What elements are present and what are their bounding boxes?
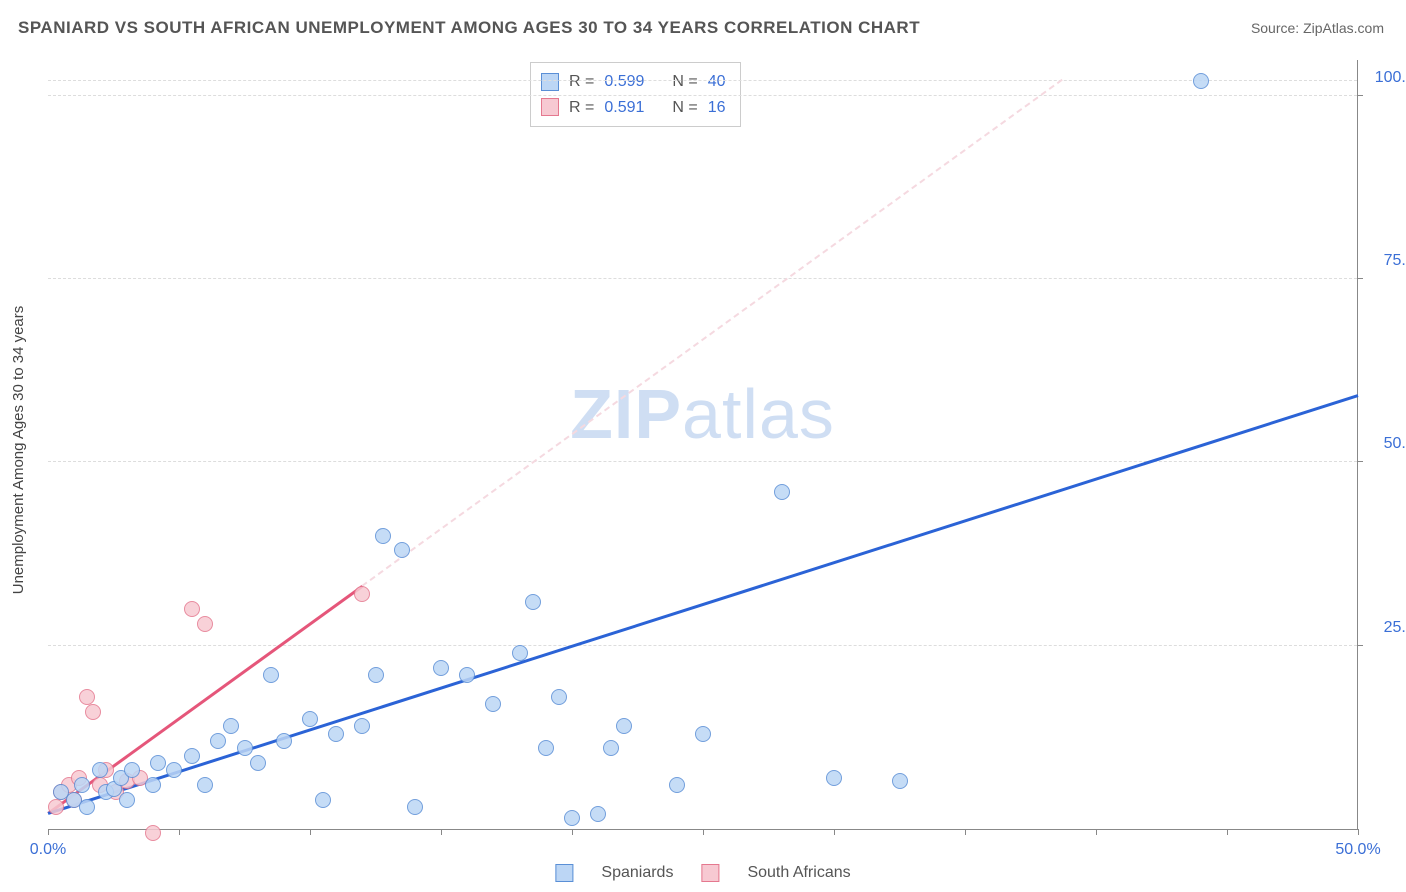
point-spaniard <box>119 792 135 808</box>
point-spaniard <box>150 755 166 771</box>
point-spaniard <box>184 748 200 764</box>
y-tick-label: 75.0% <box>1384 252 1406 270</box>
point-spaniard <box>538 740 554 756</box>
point-spaniard <box>603 740 619 756</box>
gridline <box>48 278 1357 279</box>
point-spaniard <box>315 792 331 808</box>
legend-swatch-spaniards <box>555 864 573 882</box>
source-attribution: Source: ZipAtlas.com <box>1251 20 1384 36</box>
point-spaniard <box>328 726 344 742</box>
point-spaniard <box>124 762 140 778</box>
y-tick-label: 25.0% <box>1384 619 1406 637</box>
r-label: R = <box>569 95 594 121</box>
trend-line <box>362 79 1063 587</box>
point-spaniard <box>1193 73 1209 89</box>
gridline <box>48 80 1357 81</box>
bottom-legend: Spaniards South Africans <box>555 864 850 882</box>
point-spaniard <box>892 773 908 789</box>
r-value: 0.599 <box>604 69 644 95</box>
legend-swatch-south-africans <box>701 864 719 882</box>
x-tick-label: 50.0% <box>1335 841 1380 859</box>
point-spaniard <box>459 667 475 683</box>
point-spaniard <box>210 733 226 749</box>
y-tick-label: 100.0% <box>1375 69 1406 87</box>
chart-title: SPANIARD VS SOUTH AFRICAN UNEMPLOYMENT A… <box>18 18 920 38</box>
point-spaniard <box>223 718 239 734</box>
legend-label-spaniards: Spaniards <box>601 864 673 882</box>
point-spaniard <box>302 711 318 727</box>
point-spaniard <box>669 777 685 793</box>
point-spaniard <box>74 777 90 793</box>
point-spaniard <box>263 667 279 683</box>
point-spaniard <box>512 645 528 661</box>
point-spaniard <box>590 806 606 822</box>
point-south-african <box>48 799 64 815</box>
x-tick <box>48 829 49 835</box>
point-south-african <box>354 586 370 602</box>
x-tick <box>965 829 966 835</box>
correlation-chart: SPANIARD VS SOUTH AFRICAN UNEMPLOYMENT A… <box>0 0 1406 892</box>
point-spaniard <box>237 740 253 756</box>
point-spaniard <box>394 542 410 558</box>
point-south-african <box>85 704 101 720</box>
point-south-african <box>184 601 200 617</box>
stats-row-south-africans: R = 0.591 N = 16 <box>541 95 726 121</box>
x-tick <box>572 829 573 835</box>
y-axis-label: Unemployment Among Ages 30 to 34 years <box>10 306 27 595</box>
x-tick-label: 0.0% <box>30 841 66 859</box>
y-tick <box>1357 645 1363 646</box>
point-spaniard <box>197 777 213 793</box>
gridline <box>48 461 1357 462</box>
y-tick <box>1357 461 1363 462</box>
x-tick <box>834 829 835 835</box>
point-south-african <box>197 616 213 632</box>
point-south-african <box>145 825 161 841</box>
point-spaniard <box>616 718 632 734</box>
swatch-spaniards <box>541 73 559 91</box>
point-spaniard <box>433 660 449 676</box>
y-tick <box>1357 95 1363 96</box>
stats-row-spaniards: R = 0.599 N = 40 <box>541 69 726 95</box>
point-spaniard <box>92 762 108 778</box>
point-spaniard <box>166 762 182 778</box>
point-spaniard <box>774 484 790 500</box>
x-tick <box>1096 829 1097 835</box>
gridline <box>48 645 1357 646</box>
point-spaniard <box>485 696 501 712</box>
x-tick <box>441 829 442 835</box>
point-spaniard <box>407 799 423 815</box>
x-tick <box>1227 829 1228 835</box>
point-spaniard <box>354 718 370 734</box>
swatch-south-africans <box>541 98 559 116</box>
plot-area: ZIPatlas R = 0.599 N = 40 R = 0.591 N = … <box>48 60 1358 830</box>
r-value: 0.591 <box>604 95 644 121</box>
n-value: 16 <box>708 95 726 121</box>
point-spaniard <box>525 594 541 610</box>
point-spaniard <box>79 799 95 815</box>
point-south-african <box>79 689 95 705</box>
x-tick <box>179 829 180 835</box>
point-spaniard <box>695 726 711 742</box>
point-spaniard <box>276 733 292 749</box>
x-tick <box>703 829 704 835</box>
point-spaniard <box>145 777 161 793</box>
n-label: N = <box>672 69 697 95</box>
watermark: ZIPatlas <box>570 374 835 454</box>
point-spaniard <box>551 689 567 705</box>
n-label: N = <box>672 95 697 121</box>
point-spaniard <box>368 667 384 683</box>
n-value: 40 <box>708 69 726 95</box>
point-spaniard <box>826 770 842 786</box>
y-tick-label: 50.0% <box>1384 435 1406 453</box>
r-label: R = <box>569 69 594 95</box>
point-spaniard <box>250 755 266 771</box>
x-tick <box>1358 829 1359 835</box>
point-spaniard <box>375 528 391 544</box>
legend-label-south-africans: South Africans <box>747 864 850 882</box>
x-tick <box>310 829 311 835</box>
gridline <box>48 95 1357 96</box>
point-spaniard <box>564 810 580 826</box>
y-tick <box>1357 278 1363 279</box>
